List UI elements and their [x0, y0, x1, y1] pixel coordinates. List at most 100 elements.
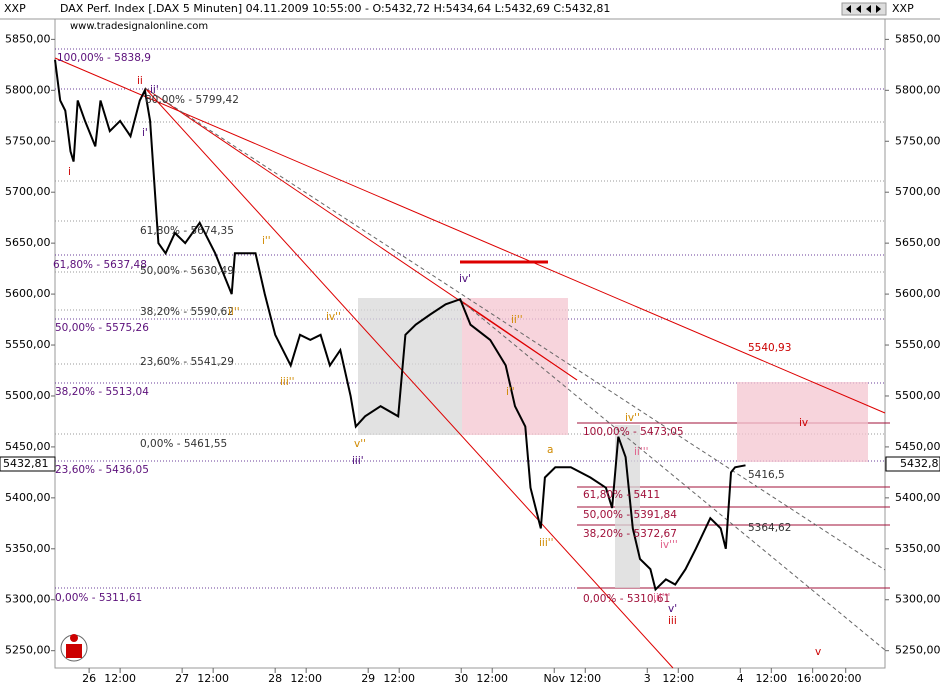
y-tick-label: 5750,00	[5, 134, 51, 147]
annotation: i''	[262, 235, 271, 247]
annotation: iv	[799, 417, 808, 429]
y-tick-label: 5750,00	[895, 134, 940, 147]
x-tick-label: 12:00	[662, 672, 694, 685]
y-tick-label: 5350,00	[895, 542, 940, 555]
x-tick-label: 20:00	[830, 672, 862, 685]
y-tick-label: 5800,00	[5, 83, 51, 96]
y-tick-label: 5300,00	[5, 593, 51, 606]
annotation: ii''	[228, 306, 240, 318]
annotation: 5540,93	[748, 342, 791, 354]
y-tick-label: 5500,00	[5, 389, 51, 402]
annotation: iv''	[625, 412, 640, 424]
toolbar[interactable]	[841, 2, 887, 16]
annotation: i'	[142, 127, 148, 139]
annotation: iii'''	[653, 592, 670, 604]
price-box	[0, 456, 56, 472]
price-line	[54, 59, 746, 592]
trend-line	[54, 57, 886, 414]
y-tick-label: 5450,00	[895, 440, 940, 453]
y-tick-label: 5250,00	[895, 644, 940, 657]
annotation: ii'	[150, 84, 159, 96]
x-tick-label: 12:00	[476, 672, 508, 685]
annotation: 5416,5	[748, 469, 785, 481]
x-tick-label: 12:00	[104, 672, 136, 685]
annotation: 0,00% - 5310,61	[583, 593, 670, 605]
annotation: 38,20% - 5513,04	[55, 386, 149, 398]
y-tick-label: 5400,00	[895, 491, 940, 504]
y-tick-label: 5250,00	[5, 644, 51, 657]
annotation: v''	[354, 438, 366, 450]
y-tick-label: 5600,00	[5, 287, 51, 300]
price-label: 5432,81	[900, 457, 940, 470]
y-tick-label: 5650,00	[895, 236, 940, 249]
annotation: ii''	[511, 314, 523, 326]
x-tick-label: 30	[454, 672, 468, 685]
annotation: 23,60% - 5436,05	[55, 464, 149, 476]
annotation: v'	[668, 603, 677, 615]
x-tick-label: 12:00	[383, 672, 415, 685]
y-tick-label: 5550,00	[895, 338, 940, 351]
y-tick-label: 5850,00	[895, 32, 940, 45]
annotation: 5364,62	[748, 522, 791, 534]
x-tick-label: 4	[737, 672, 744, 685]
annotation: v	[815, 646, 821, 658]
annotation: 100,00% - 5838,9	[57, 52, 151, 64]
annotation: iii	[668, 615, 677, 627]
annotation: 0,00% - 5311,61	[55, 592, 142, 604]
annotation: iv'	[459, 273, 471, 285]
x-tick-label: 3	[644, 672, 651, 685]
y-tick-label: 5700,00	[895, 185, 940, 198]
x-tick-label: 28	[268, 672, 282, 685]
annotation: iv'''	[660, 539, 678, 551]
price-label: 5432,81	[3, 457, 49, 470]
trend-line	[144, 87, 674, 669]
annotation: iii''	[539, 537, 554, 549]
y-tick-label: 5800,00	[895, 83, 940, 96]
annotation: 61,80% - 5637,48	[53, 259, 147, 271]
x-tick-label: 12:00	[197, 672, 229, 685]
annotation: 38,20% - 5590,62	[140, 306, 234, 318]
y-tick-label: 5650,00	[5, 236, 51, 249]
x-tick-label: 12:00	[755, 672, 787, 685]
trend-line	[459, 299, 578, 381]
x-tick-label: 26	[82, 672, 96, 685]
y-tick-label: 5600,00	[895, 287, 940, 300]
logo	[60, 634, 88, 662]
zone-box	[737, 382, 868, 462]
x-tick-label: 16:00	[797, 672, 829, 685]
annotation: ii'''	[634, 446, 649, 458]
annotation: a	[547, 444, 553, 456]
annotation: 100,00% - 5473,05	[583, 426, 684, 438]
y-tick-label: 5850,00	[5, 32, 51, 45]
zone-box	[358, 298, 462, 435]
trend-line	[459, 299, 886, 651]
annotation: 50,00% - 5575,26	[55, 322, 149, 334]
annotation: 50,00% - 5391,84	[583, 509, 677, 521]
x-tick-label: 12:00	[290, 672, 322, 685]
annotation: iv''	[326, 311, 341, 323]
annotation: 23,60% - 5541,29	[140, 356, 234, 368]
x-tick-label: Nov	[544, 672, 566, 685]
annotation: 0,00% - 5461,55	[140, 438, 227, 450]
annotation: 38,20% - 5372,67	[583, 528, 677, 540]
trend-line	[144, 87, 886, 571]
zone-box	[462, 298, 568, 435]
annotation: 61,80% - 5411	[583, 489, 660, 501]
annotation: 50,00% - 5630,49	[140, 265, 234, 277]
annotation: 80,00% - 5799,42	[145, 94, 239, 106]
y-tick-label: 5550,00	[5, 338, 51, 351]
price-box	[885, 456, 940, 472]
y-tick-label: 5400,00	[5, 491, 51, 504]
annotation: i''	[506, 386, 515, 398]
annotation: ii	[137, 75, 143, 87]
annotation: 61,80% - 5674,35	[140, 225, 234, 237]
x-tick-label: 29	[361, 672, 375, 685]
y-tick-label: 5350,00	[5, 542, 51, 555]
header-title: DAX Perf. Index [.DAX 5 Minuten] 04.11.2…	[60, 2, 610, 15]
annotation: i	[68, 166, 71, 178]
y-tick-label: 5500,00	[895, 389, 940, 402]
zone-box	[615, 425, 640, 588]
source: www.tradesignalonline.com	[70, 21, 208, 32]
symbol: XXP	[4, 2, 26, 15]
